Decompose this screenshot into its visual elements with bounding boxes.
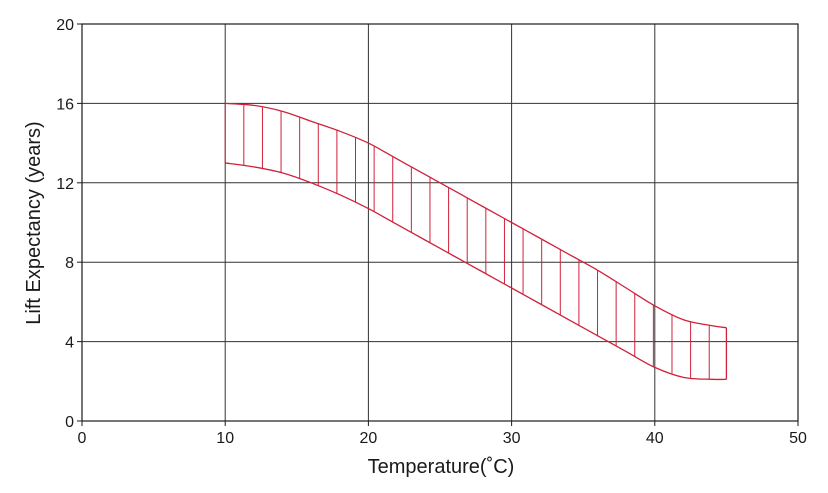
y-tick-label: 8 xyxy=(65,255,74,272)
upper-bound-line xyxy=(225,102,727,329)
y-tick-label: 16 xyxy=(56,96,74,113)
x-tick-label: 10 xyxy=(216,430,234,447)
x-axis-title: Temperature(˚C) xyxy=(368,456,515,478)
y-tick-label: 12 xyxy=(56,176,74,193)
axis-layer: 0 10 20 30 40 50 0 4 8 12 16 20 xyxy=(56,17,807,447)
plot-frame xyxy=(81,23,799,422)
x-tick-label: 0 xyxy=(78,430,87,447)
x-tick-label: 40 xyxy=(646,430,664,447)
x-tick-label: 20 xyxy=(360,430,378,447)
y-axis-title: Lift Expectancy (years) xyxy=(23,121,45,324)
band-layer xyxy=(224,102,728,381)
lower-bound-line xyxy=(225,162,727,381)
x-tick-label: 30 xyxy=(503,430,521,447)
y-tick-label: 0 xyxy=(65,414,74,431)
label-layer: Temperature(˚C) Lift Expectancy (years) xyxy=(23,121,514,478)
x-tick-label: 50 xyxy=(789,430,807,447)
y-tick-label: 4 xyxy=(65,335,74,352)
y-tick-label: 20 xyxy=(56,17,74,34)
